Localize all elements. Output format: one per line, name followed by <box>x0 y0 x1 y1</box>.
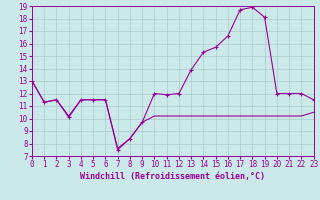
X-axis label: Windchill (Refroidissement éolien,°C): Windchill (Refroidissement éolien,°C) <box>80 172 265 181</box>
